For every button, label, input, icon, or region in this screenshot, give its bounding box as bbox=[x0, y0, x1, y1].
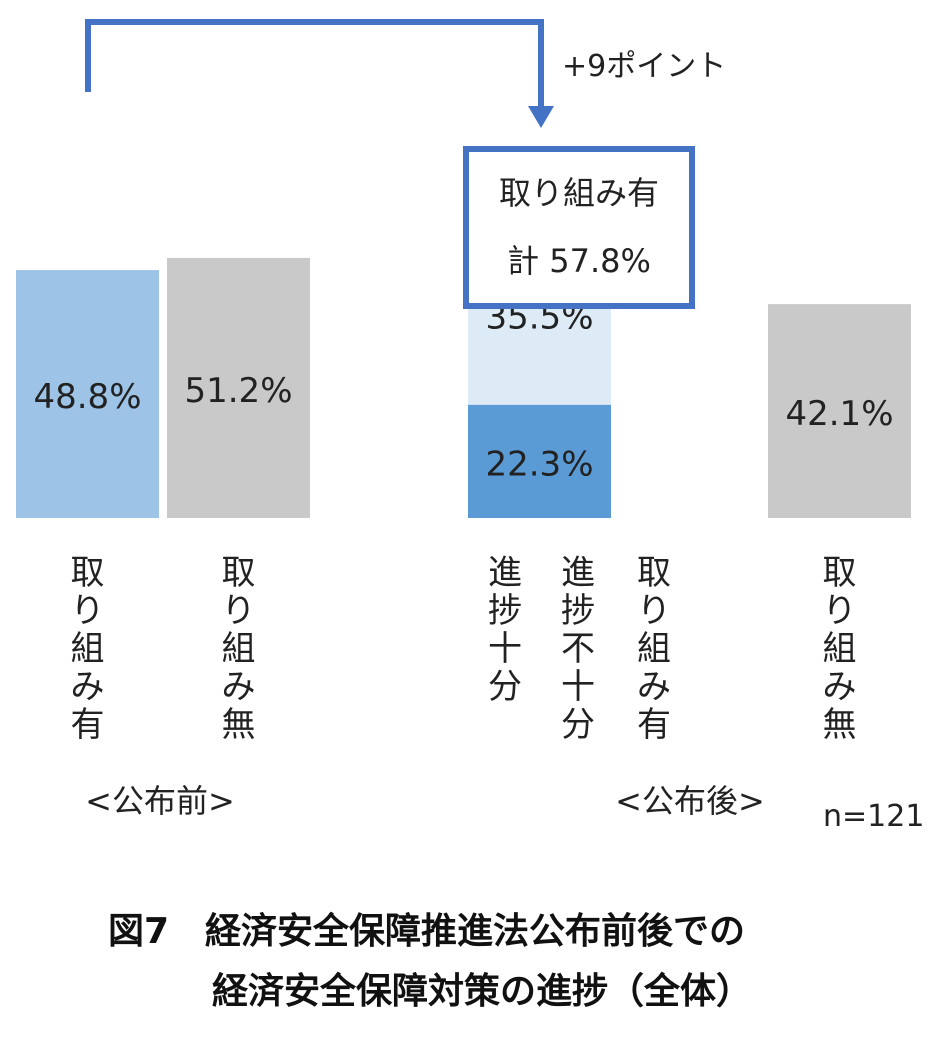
data-label-g1-b0-s0: 22.3% bbox=[485, 444, 593, 484]
figure-caption-line1: 図7 経済安全保障推進法公布前後での bbox=[108, 911, 746, 952]
callout-box bbox=[463, 146, 695, 309]
change-arrow: +9ポイント bbox=[85, 19, 726, 128]
bar-g0-b1-s0 bbox=[167, 257, 310, 518]
category-label-g1-b0-sub1: 進捗不十分 bbox=[561, 553, 595, 745]
category-label-g0-b0-cat: 取り組み有 bbox=[71, 553, 105, 745]
callout-title: 取り組み有 bbox=[499, 174, 659, 212]
callout-total: 計 57.8% bbox=[507, 242, 651, 280]
labels-layer: 48.8%取り組み有51.2%取り組み無22.3%35.5%進捗十分進捗不十分取… bbox=[33, 298, 893, 745]
arrow-head bbox=[528, 106, 554, 128]
data-label-g0-b1-s0: 51.2% bbox=[184, 371, 292, 411]
bar-g0-b0-s0 bbox=[16, 270, 159, 518]
category-label-g1-b0-sub0: 進捗十分 bbox=[488, 553, 522, 707]
group-label-before: <公布前> bbox=[85, 782, 235, 820]
figure-caption-line2: 経済安全保障対策の進捗（全体） bbox=[212, 971, 753, 1012]
category-label-g0-b1-cat: 取り組み無 bbox=[222, 553, 256, 745]
data-label-g0-b0-s0: 48.8% bbox=[33, 377, 141, 417]
category-label-g1-b0-cat: 取り組み有 bbox=[637, 553, 671, 745]
chart: 48.8%取り組み有51.2%取り組み無22.3%35.5%進捗十分進捗不十分取… bbox=[16, 19, 924, 834]
bar-g1-b1-s0 bbox=[768, 304, 911, 518]
sample-size: n=121 bbox=[823, 799, 924, 834]
total-callout: 取り組み有 計 57.8% bbox=[463, 146, 695, 309]
change-annotation: +9ポイント bbox=[562, 49, 726, 84]
data-label-g1-b1-s0: 42.1% bbox=[785, 394, 893, 434]
bar-g1-b0-s0 bbox=[468, 404, 611, 518]
group-label-after: <公布後> bbox=[615, 782, 765, 820]
arrow-line bbox=[85, 19, 544, 108]
category-label-g1-b1-cat: 取り組み無 bbox=[823, 553, 857, 745]
